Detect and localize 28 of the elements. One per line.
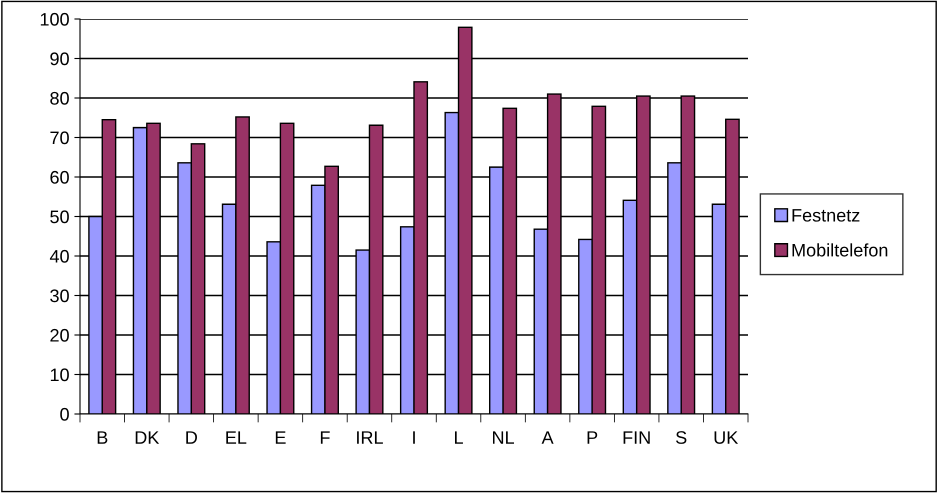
x-tick-label: IRL	[357, 431, 383, 444]
x-tick-label: A	[542, 431, 554, 444]
y-tick-label: 70	[50, 131, 69, 144]
x-tick-label: S	[676, 431, 686, 444]
y-tick-label: 40	[50, 250, 69, 263]
x-tick-label: F	[320, 431, 330, 444]
y-tick-label: 60	[50, 170, 69, 184]
x-tick-label: B	[98, 431, 108, 444]
y-tick-label: 80	[50, 92, 69, 105]
x-tick-label: NL	[493, 431, 514, 444]
x-tick-label: D	[186, 431, 197, 444]
y-tick-label: 90	[50, 52, 69, 66]
y-tick-label: 100	[40, 12, 69, 26]
x-tick-label: UK	[714, 431, 738, 444]
y-tick-label: 20	[50, 328, 69, 342]
y-tick-label: 50	[50, 210, 69, 224]
y-tick-label: 0	[60, 408, 69, 421]
x-tick-label: EL	[226, 431, 246, 444]
y-tick-label: 10	[50, 368, 69, 382]
legend-label: Mobiltelefon	[792, 243, 888, 257]
x-tick-label: L	[454, 431, 463, 444]
x-tick-label: DK	[136, 431, 160, 444]
legend-label: Festnetz	[792, 209, 860, 222]
x-tick-label: E	[276, 431, 286, 444]
y-tick-label: 30	[50, 289, 69, 302]
x-tick-label: I	[413, 431, 415, 444]
x-tick-label: FIN	[624, 431, 650, 444]
x-tick-label: P	[588, 431, 598, 444]
